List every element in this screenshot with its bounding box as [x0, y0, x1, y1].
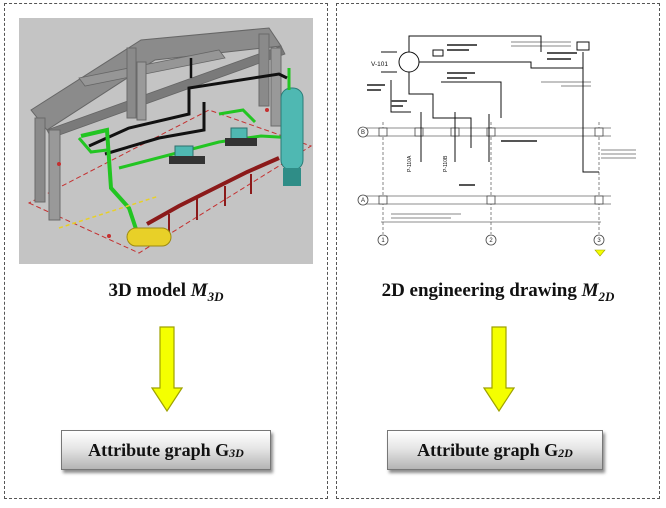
- caption-text: 2D engineering drawing: [381, 280, 582, 301]
- 3d-model-image: [19, 18, 313, 264]
- graph-label: Attribute graph G: [88, 439, 230, 460]
- attribute-graph-3d-box: Attribute graph G 3D: [61, 430, 271, 470]
- caption-symbol: M: [581, 280, 599, 301]
- caption-symbol: M: [190, 280, 208, 301]
- graph-subscript: 2D: [558, 445, 573, 460]
- down-arrow-icon: [151, 326, 183, 412]
- caption-text: 3D model: [108, 280, 191, 301]
- 2d-drawing-image: B A 1 2 3: [351, 22, 641, 266]
- down-arrow-icon: [483, 326, 515, 412]
- attribute-graph-2d-box: Attribute graph G 2D: [387, 430, 603, 470]
- vessel-label: V-101: [371, 61, 388, 68]
- engineering-drawing-icon: B A 1 2 3: [351, 22, 641, 266]
- grid-label-a: A: [361, 198, 365, 204]
- grid-label-b: B: [361, 130, 365, 136]
- grid-label-3: 3: [597, 238, 601, 244]
- grid-label-1: 1: [381, 238, 385, 244]
- 3d-model-caption: 3D model M3D: [5, 280, 327, 305]
- graph-label: Attribute graph G: [417, 439, 559, 460]
- grid-label-2: 2: [489, 238, 493, 244]
- caption-subscript: 3D: [207, 288, 224, 304]
- 2d-drawing-caption: 2D engineering drawing M2D: [337, 280, 659, 305]
- graph-subscript: 3D: [229, 445, 244, 460]
- caption-subscript: 2D: [598, 288, 615, 304]
- panel-2d-drawing: B A 1 2 3: [336, 3, 660, 499]
- panel-3d-model: 3D model M3D Attribute graph G 3D: [4, 3, 328, 499]
- pump-label-b: P-110B: [443, 155, 449, 172]
- pump-label-a: P-110A: [407, 155, 413, 172]
- 3d-plant-model-icon: [19, 18, 313, 264]
